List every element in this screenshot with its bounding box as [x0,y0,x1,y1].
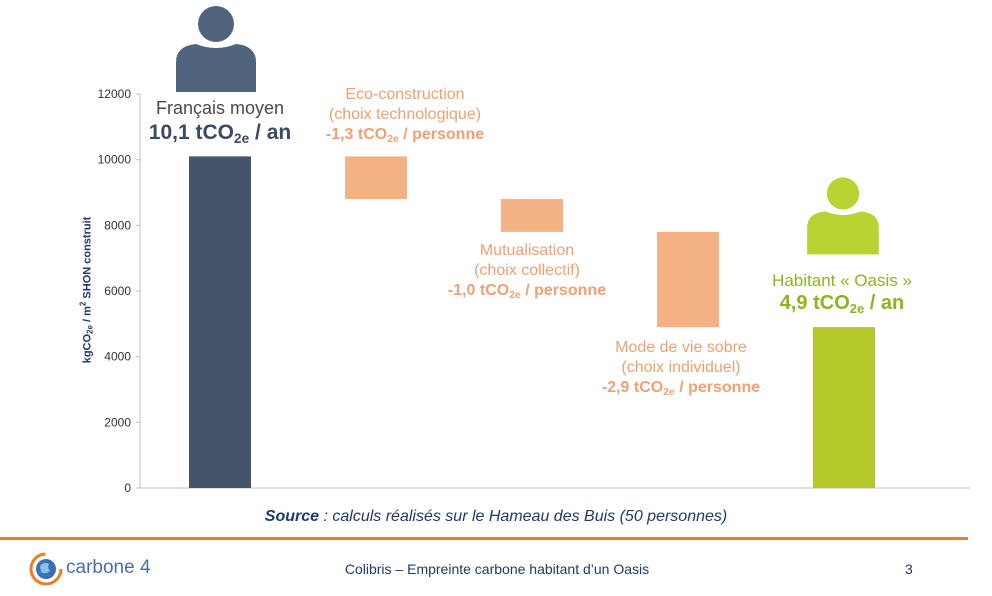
person-green-icon [807,177,879,255]
annotation-mutualisation: Mutualisation (choix collectif) -1,0 tCO… [448,241,606,301]
annotation-label: Mode de vie sobre [615,339,747,356]
bar-2 [345,156,407,200]
source-text: : calculs réalisés sur le Hameau des Bui… [319,508,728,525]
annotation-mode-de-vie-sobre: Mode de vie sobre (choix individuel) -2,… [602,338,760,398]
annotation-value: 10,1 tCO2e / an [148,120,292,146]
person-dark-icon [176,6,256,92]
annotation-eco-construction: Eco-construction (choix technologique) -… [326,85,484,145]
footer-title: Colibris – Empreinte carbone habitant d’… [344,561,650,577]
bar-5 [813,327,875,488]
carbone4-logo-icon [29,552,63,586]
y-tick-label: 0 [124,481,131,495]
brand-name: carbone 4 [66,557,151,578]
bar-3 [501,199,563,232]
footer-divider [0,537,968,540]
y-tick-label: 4000 [104,350,131,364]
y-tick-label: 12000 [98,87,132,101]
annotation-habitant-oasis: Habitant « Oasis » 4,9 tCO2e / an [772,270,912,316]
y-tick-label: 6000 [104,284,131,298]
annotation-label: Habitant « Oasis » [772,271,912,290]
annotation-sublabel: (choix technologique) [328,106,482,123]
annotation-label: Mutualisation [479,242,575,259]
annotation-value: -1,3 tCO2e / personne [325,126,485,146]
annotation-sublabel: (choix individuel) [621,359,741,376]
annotation-sublabel: (choix collectif) [474,262,580,279]
source-note: Source : calculs réalisés sur le Hameau … [0,508,992,526]
y-tick-label: 8000 [104,218,131,232]
annotation-label: Eco-construction [345,86,465,103]
annotation-value: 4,9 tCO2e / an [779,292,905,317]
annotation-label: Français moyen [155,98,285,118]
annotation-value: -2,9 tCO2e / personne [601,379,761,399]
page-number: 3 [905,561,913,577]
y-tick-label: 10000 [98,153,132,167]
annotation-francais-moyen: Français moyen 10,1 tCO2e / an [149,97,291,146]
bar-4 [657,231,719,328]
annotation-value: -1,0 tCO2e / personne [447,282,607,302]
source-label: Source [264,508,320,525]
bar-1 [189,156,251,488]
y-axis-title: kgCO2e / m2 SHON construit [78,216,95,364]
y-tick-label: 2000 [104,415,131,429]
